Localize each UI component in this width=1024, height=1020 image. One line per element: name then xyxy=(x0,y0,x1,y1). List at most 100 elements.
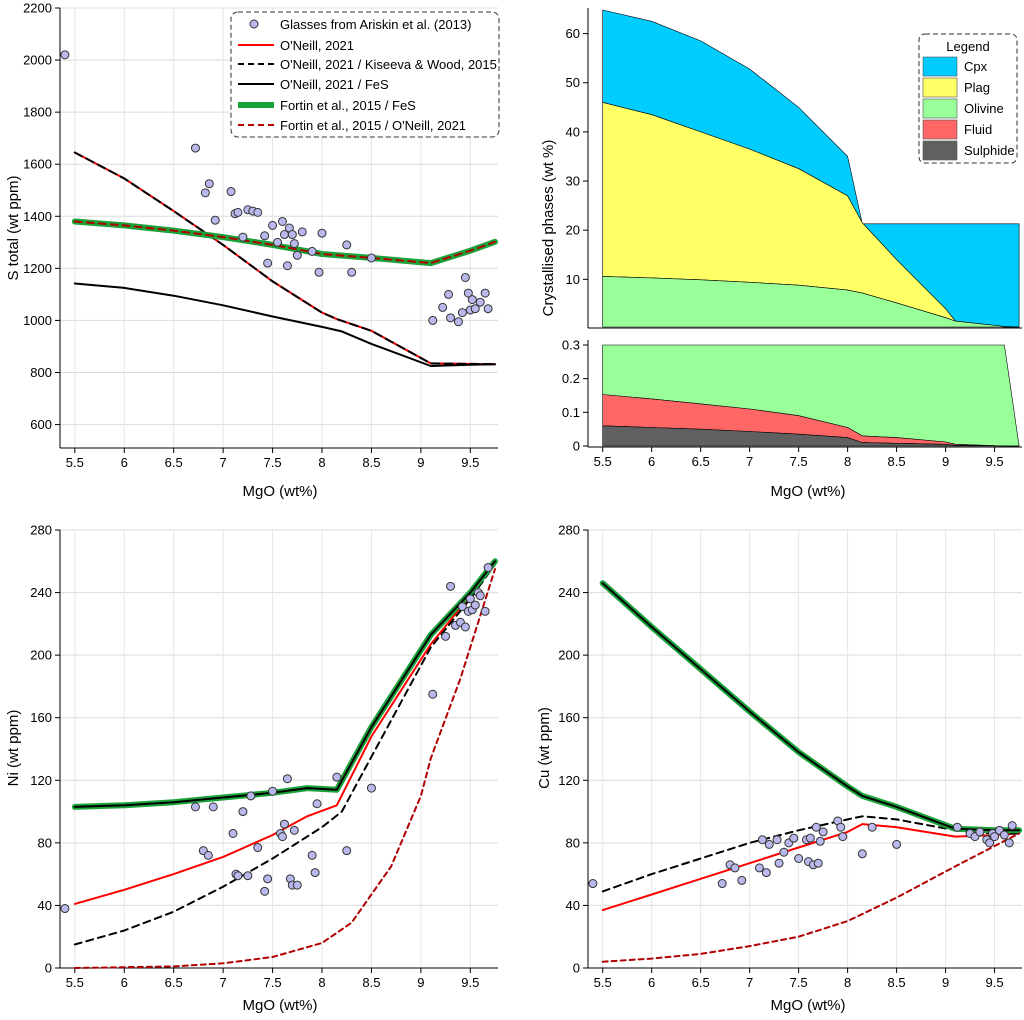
data-point xyxy=(475,591,485,601)
legend-swatch-olivine xyxy=(922,98,958,119)
y-axis-label: Cu (wt ppm) xyxy=(536,707,553,789)
data-point xyxy=(268,786,278,796)
data-point xyxy=(892,839,902,849)
data-point xyxy=(774,858,784,868)
x-tick-label: 7.5 xyxy=(264,975,282,990)
data-point xyxy=(838,832,848,842)
x-tick-label: 9.5 xyxy=(461,975,479,990)
data-point xyxy=(457,308,467,318)
legend-swatch-cpx xyxy=(922,56,958,77)
data-point xyxy=(453,317,463,327)
series-line xyxy=(73,568,496,969)
data-point xyxy=(292,250,302,260)
plot-area: 5.5 6 6.5 7 7.5 8 8.5 9 9.5 10 20 30 40 50 60 0 0.1 0.2 0.… xyxy=(562,8,1022,469)
data-point xyxy=(347,267,357,277)
y-tick-label: 2000 xyxy=(23,53,52,68)
x-tick-label: 7 xyxy=(220,455,227,470)
legend-title: Legend xyxy=(946,39,989,54)
y-tick-label: 1800 xyxy=(23,105,52,120)
data-point xyxy=(60,50,70,60)
data-point xyxy=(342,846,352,856)
data-point xyxy=(813,858,823,868)
x-tick-label: 9 xyxy=(942,975,949,990)
data-point xyxy=(990,832,1000,842)
x-tick-label: 5.5 xyxy=(594,454,612,469)
y-tick-label: 40 xyxy=(38,898,52,913)
x-tick-label: 8.5 xyxy=(362,455,380,470)
legend-label-oneill-fes: O'Neill, 2021 / FeS xyxy=(280,77,389,92)
data-point xyxy=(985,838,995,848)
y-tick-label: 240 xyxy=(558,585,580,600)
y-tick-label: 60 xyxy=(566,26,580,41)
y-tick-label: 280 xyxy=(30,523,52,538)
data-point xyxy=(233,871,243,881)
data-point xyxy=(332,772,342,782)
series-line xyxy=(73,151,496,366)
series-line xyxy=(73,560,496,808)
data-point xyxy=(204,179,214,189)
legend-marker-glasses xyxy=(249,19,259,29)
y-tick-label: 160 xyxy=(30,710,52,725)
data-point xyxy=(292,880,302,890)
series-line xyxy=(73,220,496,265)
data-point xyxy=(226,187,236,197)
phases-panel: 5.5 6 6.5 7 7.5 8 8.5 9 9.5 10 20 30 40 50 60 0 0.1 0.2 0.… xyxy=(540,8,1022,500)
x-axis-label: MgO (wt%) xyxy=(243,997,318,1014)
data-point xyxy=(444,289,454,299)
data-point xyxy=(975,827,985,837)
data-point xyxy=(282,261,292,271)
y-tick-label: 0.3 xyxy=(562,338,580,353)
x-tick-label: 6.5 xyxy=(692,975,710,990)
data-point xyxy=(463,288,473,298)
data-point xyxy=(310,868,320,878)
y-tick-label: 280 xyxy=(558,523,580,538)
data-point xyxy=(253,843,263,853)
y-tick-label: 200 xyxy=(30,648,52,663)
data-point xyxy=(857,849,867,859)
legend-label-kiseeva: O'Neill, 2021 / Kiseeva & Wood, 2015 xyxy=(280,57,497,72)
x-tick-label: 5.5 xyxy=(594,975,612,990)
data-point xyxy=(263,874,273,884)
data-point xyxy=(253,207,263,217)
data-point xyxy=(818,827,828,837)
data-point xyxy=(277,832,287,842)
data-point xyxy=(470,600,480,610)
data-point xyxy=(779,847,789,857)
y-tick-label: 2200 xyxy=(23,1,52,16)
x-tick-label: 7.5 xyxy=(790,975,808,990)
data-point xyxy=(999,830,1009,840)
series-line xyxy=(599,580,1023,834)
legend-label-fortin-fes: Fortin et al., 2015 / FeS xyxy=(280,98,416,113)
data-point xyxy=(483,304,493,314)
data-point xyxy=(190,143,200,153)
legend-label-oneill: O'Neill, 2021 xyxy=(280,38,354,53)
data-point xyxy=(228,828,238,838)
data-point xyxy=(428,689,438,699)
data-point xyxy=(428,315,438,325)
legend-label-fortin-oneill: Fortin et al., 2015 / O'Neill, 2021 xyxy=(280,118,466,133)
data-point xyxy=(470,304,480,314)
legend-box xyxy=(230,11,500,138)
x-tick-label: 7 xyxy=(746,975,753,990)
y-tick-label: 80 xyxy=(38,835,52,850)
data-point xyxy=(467,295,477,305)
data-point xyxy=(314,267,324,277)
copper-panel: 5.5 6 6.5 7 7.5 8 8.5 9 9.504080120160200240280 … xyxy=(536,523,1023,1014)
y-tick-label: 120 xyxy=(30,773,52,788)
data-point xyxy=(200,188,210,198)
data-point xyxy=(277,216,287,226)
x-tick-label: 6.5 xyxy=(692,454,710,469)
y-tick-label: 800 xyxy=(30,365,52,380)
y-tick-label: 10 xyxy=(566,272,580,287)
plot-area: 5.5 6 6.5 7 7.5 8 8.5 9 9.5 600 800 1000 1200 1400 160… xyxy=(23,1,498,470)
plot-area: 5.5 6 6.5 7 7.5 8 8.5 9 9.5 0 40 80 120 160 200 240 280 xyxy=(30,523,498,990)
x-axis-label: MgO (wt%) xyxy=(243,483,318,500)
data-point xyxy=(730,863,740,873)
x-tick-label: 7 xyxy=(220,975,227,990)
y-tick-label: 0 xyxy=(45,961,52,976)
x-tick-label: 8.5 xyxy=(888,454,906,469)
series-line xyxy=(601,832,1021,963)
x-tick-label: 8 xyxy=(318,455,325,470)
y-tick-label: 80 xyxy=(566,835,580,850)
y-tick-label: 0.1 xyxy=(562,405,580,420)
